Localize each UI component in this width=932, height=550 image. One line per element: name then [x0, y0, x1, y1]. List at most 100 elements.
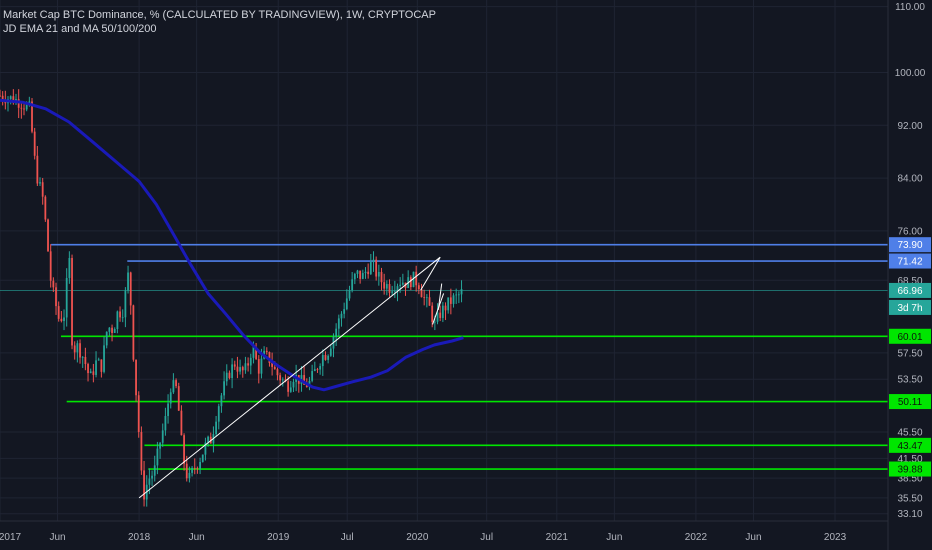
wedge-line[interactable]: [420, 256, 441, 291]
candle-body: [12, 96, 15, 104]
candle-body: [241, 367, 244, 371]
candle-body: [260, 358, 263, 374]
candle-body: [436, 312, 439, 322]
candle-body: [159, 442, 161, 449]
candle-body: [204, 442, 207, 455]
candle-body: [25, 104, 28, 110]
candle-body: [36, 155, 39, 184]
price-axis[interactable]: 110.00 100.00 92.00 84.00 76.00 68.50 57.50 53.…: [895, 2, 926, 520]
candle-body: [121, 317, 124, 319]
candle-body: [127, 272, 129, 291]
candle-body: [153, 465, 156, 476]
wedge-line[interactable]: [437, 283, 443, 311]
candle-body: [281, 379, 284, 381]
candle-body: [359, 270, 362, 279]
candle-body: [287, 381, 290, 392]
candle-body: [428, 297, 431, 306]
y-tick-label: 53.50: [897, 375, 922, 386]
candle-body: [431, 305, 434, 322]
candle-body: [81, 356, 84, 358]
candle-body: [423, 297, 426, 299]
y-tick-label: 92.00: [897, 121, 922, 132]
candle-body: [124, 290, 127, 318]
candle-body: [39, 182, 41, 184]
candle-body: [175, 380, 177, 387]
price-badge-label: 39.88: [897, 465, 922, 476]
price-badge-label: 50.11: [898, 397, 923, 408]
candle-body: [292, 381, 295, 388]
x-tick-label: 2018: [128, 532, 151, 543]
y-tick-label: 68.50: [897, 276, 922, 287]
x-tick-label: 2021: [546, 532, 569, 543]
candle-body: [343, 309, 346, 314]
candle-body: [396, 286, 399, 292]
candle-body: [188, 472, 191, 479]
price-badge-bg: [889, 394, 931, 410]
candle-body: [391, 291, 394, 293]
candle-body: [383, 282, 386, 289]
price-badge-label: 43.47: [897, 441, 922, 452]
candle-body: [73, 345, 76, 353]
candle-body: [271, 362, 274, 367]
candle-body: [52, 280, 55, 288]
candle-body: [327, 355, 330, 360]
time-axis[interactable]: 2017 Jun 2018 Jun 2019 Jul 2020 Jul 2021 Jun 2022 J…: [0, 532, 847, 543]
candle-body: [84, 356, 87, 365]
horizontal-levels[interactable]: [0, 243, 888, 470]
candle-body: [303, 375, 306, 385]
candle-body: [388, 284, 391, 293]
candle-body: [399, 284, 402, 287]
candle-body: [1, 95, 4, 101]
candle-body: [137, 395, 140, 433]
candle-body: [183, 435, 185, 464]
candle-body: [289, 387, 292, 392]
candle-body: [55, 287, 57, 307]
candle-body: [425, 297, 428, 299]
candle-body: [367, 271, 370, 275]
candle-body: [361, 273, 364, 279]
candle-body: [265, 350, 268, 353]
trend-drawings[interactable]: [138, 256, 445, 499]
candle-body: [316, 369, 319, 370]
price-badge-bg: [889, 237, 931, 253]
x-tick-label: 2017: [0, 532, 22, 543]
candle-body: [135, 359, 137, 396]
price-badge-bg: [889, 461, 931, 477]
candle-body: [20, 107, 23, 109]
candle-body: [193, 467, 196, 469]
ma-line: [0, 98, 464, 392]
y-tick-label: 45.50: [897, 427, 922, 438]
candle-body: [87, 364, 89, 374]
candle-body: [89, 371, 92, 374]
moving-average-series: [0, 98, 464, 392]
trendline[interactable]: [138, 256, 441, 499]
candle-body: [369, 262, 372, 275]
candle-body: [95, 360, 97, 375]
candle-body: [276, 369, 279, 376]
candle-series: [0, 89, 463, 507]
candle-body: [415, 271, 418, 286]
candle-body: [444, 305, 447, 311]
candle-body: [228, 372, 231, 379]
candle-body: [337, 318, 340, 329]
candle-body: [420, 289, 423, 298]
candle-body: [353, 273, 356, 280]
candle-body: [111, 327, 113, 334]
candle-body: [321, 354, 324, 367]
candle-body: [345, 298, 348, 310]
candle-body: [44, 196, 47, 220]
candle-body: [351, 279, 354, 291]
candle-body: [233, 364, 236, 367]
candle-body: [452, 295, 455, 304]
candle-body: [41, 182, 44, 197]
candle-body: [324, 354, 327, 360]
candle-body: [9, 96, 12, 100]
indicator-label[interactable]: JD EMA 21 and MA 50/100/200: [3, 23, 157, 35]
price-badge-bg: [889, 437, 931, 453]
candle-body: [185, 463, 188, 479]
candle-body: [447, 297, 450, 311]
candle-body: [247, 363, 250, 366]
candle-body: [148, 478, 151, 485]
y-tick-label: 84.00: [897, 174, 922, 185]
